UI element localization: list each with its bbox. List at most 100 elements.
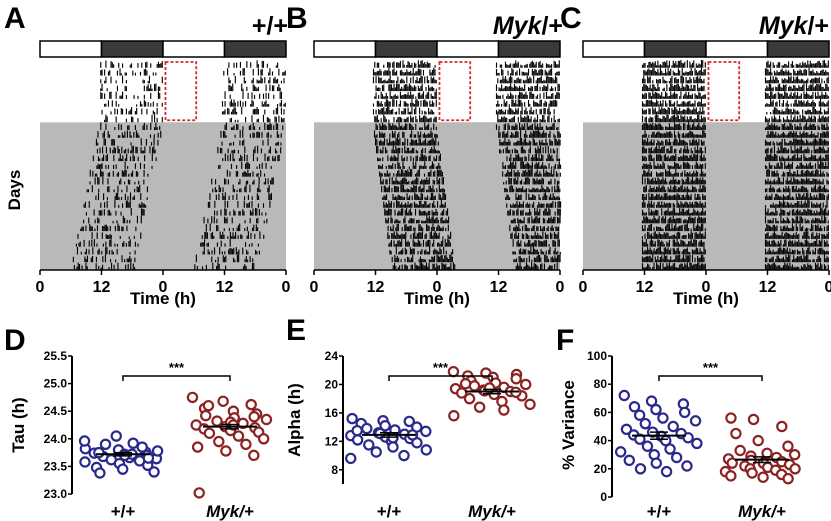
activity-burst [247, 203, 249, 208]
activity-burst [822, 87, 824, 92]
activity-burst [431, 69, 434, 76]
activity-burst [686, 116, 688, 123]
activity-burst [559, 172, 561, 177]
activity-burst [381, 122, 384, 130]
activity-burst [415, 106, 417, 115]
activity-burst [551, 265, 553, 270]
activity-burst [443, 209, 445, 216]
activity-burst [420, 232, 422, 239]
activity-burst [109, 259, 112, 263]
activity-burst [529, 267, 531, 270]
activity-burst [537, 180, 539, 185]
activity-burst [399, 60, 401, 68]
activity-burst [661, 92, 663, 99]
activity-burst [385, 210, 387, 216]
activity-burst [531, 161, 533, 169]
activity-burst [695, 161, 697, 169]
activity-burst [550, 148, 552, 154]
activity-burst [124, 217, 126, 224]
activity-burst [543, 79, 545, 84]
activity-burst [392, 108, 394, 115]
activity-burst [643, 63, 645, 68]
activity-burst [244, 228, 246, 232]
activity-burst [658, 193, 660, 200]
activity-burst [413, 108, 416, 115]
activity-burst [380, 172, 382, 177]
activity-burst [394, 254, 396, 263]
activity-burst [545, 166, 548, 169]
activity-burst [266, 63, 268, 68]
activity-burst [117, 262, 119, 270]
activity-burst [786, 150, 788, 154]
activity-burst [525, 72, 527, 76]
activity-burst [656, 154, 658, 162]
activity-burst [86, 266, 88, 270]
activity-burst [689, 94, 691, 99]
activity-burst [691, 173, 694, 177]
activity-burst [512, 69, 514, 76]
activity-burst [150, 142, 153, 146]
activity-burst [531, 204, 533, 208]
activity-burst [671, 133, 673, 138]
activity-burst [125, 95, 127, 99]
activity-burst [677, 179, 679, 185]
activity-burst [547, 203, 549, 208]
activity-burst [219, 187, 222, 193]
activity-burst [235, 231, 237, 239]
activity-burst [525, 224, 528, 232]
activity-burst [548, 207, 550, 216]
activity-burst [658, 78, 660, 84]
activity-burst [703, 130, 705, 138]
activity-burst [148, 88, 151, 92]
activity-burst [530, 141, 532, 146]
activity-burst [663, 202, 665, 208]
activity-burst [262, 140, 264, 146]
activity-burst [767, 60, 769, 68]
activity-burst [814, 204, 817, 208]
activity-burst [408, 180, 410, 185]
activity-burst [517, 140, 519, 146]
activity-burst [699, 107, 701, 115]
activity-burst [520, 92, 522, 99]
activity-burst [529, 118, 531, 123]
activity-burst [254, 233, 256, 239]
activity-burst [557, 164, 559, 169]
activity-burst [545, 208, 547, 216]
activity-burst [94, 173, 96, 177]
activity-burst [826, 166, 828, 169]
activity-burst [109, 234, 111, 239]
activity-burst [227, 179, 229, 185]
activity-burst [532, 235, 534, 239]
activity-burst [242, 130, 244, 138]
activity-burst [803, 83, 805, 92]
x-tick-a-3: 12 [216, 279, 234, 296]
activity-burst [399, 204, 401, 208]
activity-burst [271, 85, 274, 92]
activity-burst [700, 139, 703, 146]
activity-burst [413, 134, 415, 138]
activity-burst [441, 262, 443, 270]
activity-burst [107, 178, 109, 185]
activity-burst [125, 86, 127, 92]
activity-burst [659, 172, 662, 177]
activity-burst [667, 141, 669, 146]
activity-burst [543, 168, 545, 177]
activity-burst [693, 119, 695, 123]
activity-burst [777, 62, 779, 68]
activity-burst [543, 251, 545, 255]
activity-burst [695, 70, 697, 76]
activity-burst [266, 104, 268, 107]
activity-burst [134, 72, 136, 76]
activity-burst [525, 107, 527, 115]
activity-burst [702, 163, 704, 169]
activity-burst [772, 62, 774, 68]
activity-burst [412, 157, 415, 162]
activity-burst [698, 139, 700, 146]
activity-burst [644, 233, 646, 239]
activity-burst [387, 204, 389, 208]
activity-burst [786, 225, 788, 232]
activity-burst [647, 76, 649, 84]
activity-burst [685, 179, 687, 185]
activity-burst [526, 202, 528, 208]
activity-burst [686, 142, 688, 146]
